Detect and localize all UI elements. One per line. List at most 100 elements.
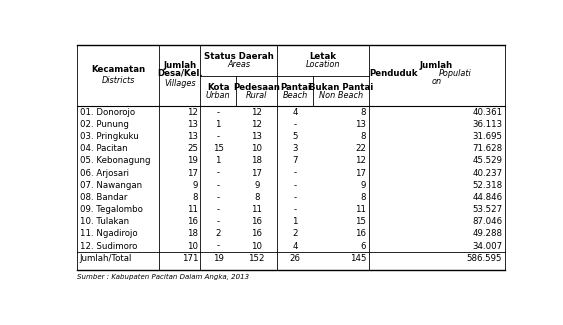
Text: 9: 9 [361,181,367,190]
Text: 22: 22 [355,144,367,153]
Text: 9: 9 [193,181,198,190]
Text: 16: 16 [251,217,262,226]
Text: -: - [217,205,220,214]
Text: Location: Location [306,60,340,70]
Text: 02. Punung: 02. Punung [79,120,128,129]
Text: 15: 15 [355,217,367,226]
Text: 05. Kebonagung: 05. Kebonagung [79,156,150,165]
Text: 4: 4 [292,108,298,117]
Text: 45.529: 45.529 [472,156,502,165]
Text: 16: 16 [355,229,367,239]
Text: 04. Pacitan: 04. Pacitan [79,144,127,153]
Text: 2: 2 [292,229,298,239]
Text: 12. Sudimoro: 12. Sudimoro [79,241,137,251]
Text: 5: 5 [292,132,298,141]
Text: -: - [217,132,220,141]
Text: 11: 11 [187,205,198,214]
Text: Rural: Rural [246,91,267,100]
Text: 10: 10 [251,144,262,153]
Text: -: - [217,241,220,251]
Text: 18: 18 [187,229,198,239]
Text: 171: 171 [182,254,198,263]
Text: 2: 2 [216,229,221,239]
Text: 12: 12 [251,120,262,129]
Text: Pantai: Pantai [280,83,311,92]
Text: 26: 26 [290,254,301,263]
Text: 10: 10 [187,241,198,251]
Text: 16: 16 [187,217,198,226]
Text: 52.318: 52.318 [472,181,502,190]
Text: Sumber : Kabupaten Pacitan Dalam Angka, 2013: Sumber : Kabupaten Pacitan Dalam Angka, … [77,274,249,280]
Text: 40.237: 40.237 [472,169,502,177]
Text: 8: 8 [361,132,367,141]
Text: 34.007: 34.007 [472,241,502,251]
Text: -: - [217,181,220,190]
Text: 8: 8 [361,193,367,202]
Text: -: - [217,169,220,177]
Text: 44.846: 44.846 [472,193,502,202]
Text: 19: 19 [187,156,198,165]
Text: 8: 8 [254,193,260,202]
Text: Status Daerah: Status Daerah [204,52,274,61]
Text: 01. Donorojo: 01. Donorojo [79,108,135,117]
Text: 11. Ngadirojo: 11. Ngadirojo [79,229,137,239]
Text: 49.288: 49.288 [472,229,502,239]
Text: Populati: Populati [439,69,472,78]
Text: 6: 6 [361,241,367,251]
Text: -: - [294,193,297,202]
Text: Villages: Villages [164,79,195,88]
Text: 17: 17 [251,169,262,177]
Text: 17: 17 [187,169,198,177]
Text: 09. Tegalombo: 09. Tegalombo [79,205,142,214]
Text: 11: 11 [355,205,367,214]
Text: 7: 7 [292,156,298,165]
Text: -: - [217,108,220,117]
Text: 12: 12 [355,156,367,165]
Text: Non Beach: Non Beach [319,91,363,100]
Text: on: on [431,77,441,86]
Text: Jumlah: Jumlah [420,61,453,70]
Text: Beach: Beach [283,91,308,100]
Text: 08. Bandar: 08. Bandar [79,193,127,202]
Text: Pedesaan: Pedesaan [233,83,280,92]
Text: 152: 152 [248,254,265,263]
Text: 71.628: 71.628 [472,144,502,153]
Text: 31.695: 31.695 [472,132,502,141]
Text: 25: 25 [187,144,198,153]
Text: 03. Pringkuku: 03. Pringkuku [79,132,138,141]
Text: 13: 13 [251,132,262,141]
Text: 1: 1 [216,120,221,129]
Text: 19: 19 [213,254,224,263]
Text: Penduduk: Penduduk [369,69,418,78]
Text: 17: 17 [355,169,367,177]
Text: 10: 10 [251,241,262,251]
Text: Jumlah/Total: Jumlah/Total [79,254,132,263]
Text: 36.113: 36.113 [472,120,502,129]
Text: 18: 18 [251,156,262,165]
Text: 07. Nawangan: 07. Nawangan [79,181,142,190]
Text: -: - [217,217,220,226]
Text: 8: 8 [193,193,198,202]
Text: Letak: Letak [310,52,337,61]
Text: Kecamatan: Kecamatan [91,65,145,74]
Text: Areas: Areas [227,60,251,70]
Text: 9: 9 [254,181,260,190]
Text: -: - [294,120,297,129]
Text: 13: 13 [187,132,198,141]
Text: 53.527: 53.527 [472,205,502,214]
Text: 87.046: 87.046 [472,217,502,226]
Text: 10. Tulakan: 10. Tulakan [79,217,129,226]
Text: 16: 16 [251,229,262,239]
Text: 3: 3 [292,144,298,153]
Text: 1: 1 [216,156,221,165]
Text: 11: 11 [251,205,262,214]
Text: 40.361: 40.361 [472,108,502,117]
Text: 13: 13 [355,120,367,129]
Text: 15: 15 [213,144,224,153]
Text: 4: 4 [292,241,298,251]
Text: 8: 8 [361,108,367,117]
Text: Urban: Urban [206,91,231,100]
Text: -: - [217,193,220,202]
Text: Districts: Districts [101,76,135,85]
Text: Jumlah: Jumlah [163,61,196,70]
